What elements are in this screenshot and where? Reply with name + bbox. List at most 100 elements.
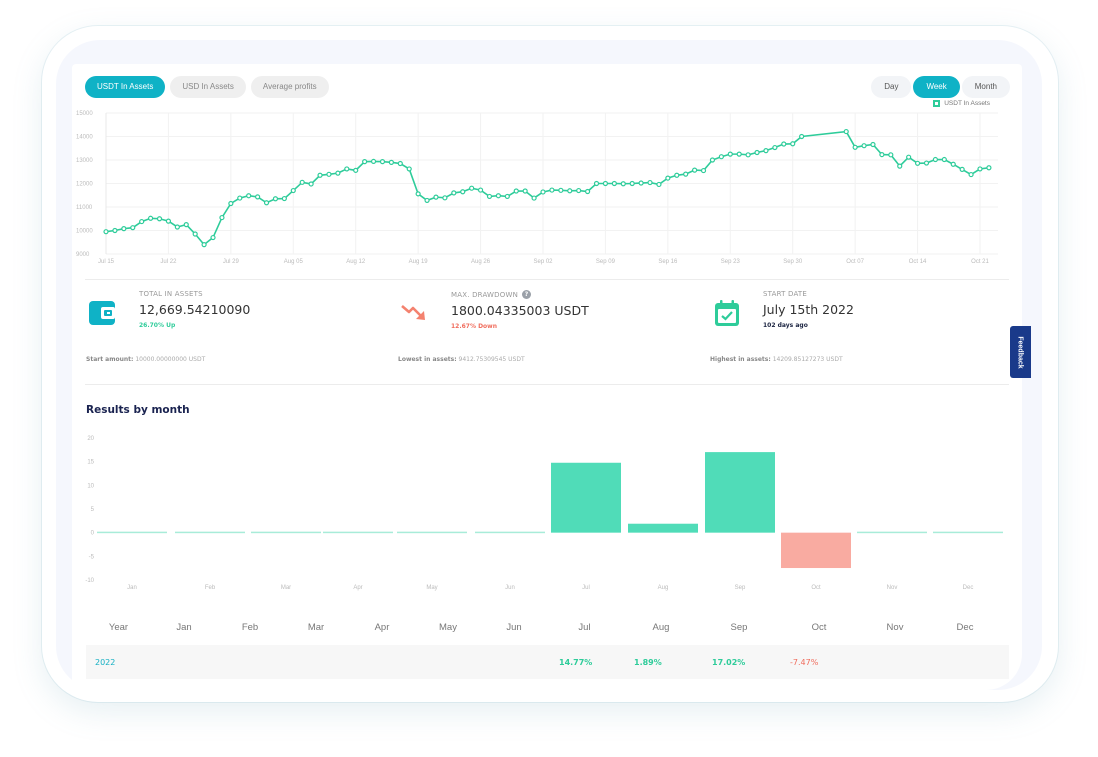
data-point[interactable] (379, 159, 386, 165)
data-point[interactable] (504, 193, 510, 200)
chart-legend[interactable]: USDT In Assets (933, 100, 990, 107)
data-point[interactable] (968, 171, 974, 178)
data-point[interactable] (959, 166, 965, 173)
data-point[interactable] (888, 152, 894, 158)
data-point[interactable] (513, 188, 519, 194)
data-point[interactable] (397, 160, 403, 167)
month-button[interactable]: Month (961, 76, 1010, 98)
data-point[interactable] (638, 180, 644, 186)
data-point[interactable] (861, 143, 867, 149)
data-point[interactable] (522, 188, 528, 194)
bar-aug[interactable] (628, 523, 698, 533)
data-point[interactable] (281, 195, 287, 202)
data-point[interactable] (709, 157, 716, 163)
data-point[interactable] (593, 180, 600, 187)
data-point[interactable] (611, 180, 617, 187)
data-point[interactable] (121, 226, 127, 232)
data-point[interactable] (879, 151, 885, 158)
data-point[interactable] (647, 179, 653, 186)
data-point[interactable] (656, 181, 662, 188)
data-point[interactable] (567, 188, 573, 194)
data-point[interactable] (299, 179, 305, 185)
data-point[interactable] (531, 195, 537, 201)
data-point[interactable] (272, 196, 279, 202)
bar-jan[interactable] (97, 531, 167, 534)
data-point[interactable] (263, 200, 270, 206)
data-point[interactable] (165, 218, 172, 224)
data-point[interactable] (576, 187, 582, 194)
data-point[interactable] (210, 234, 216, 241)
data-point[interactable] (353, 167, 359, 173)
week-button[interactable]: Week (913, 76, 960, 98)
data-point[interactable] (950, 161, 956, 167)
data-point[interactable] (620, 181, 626, 187)
data-point[interactable] (897, 163, 903, 169)
data-point[interactable] (549, 187, 555, 193)
data-point[interactable] (718, 154, 724, 160)
data-point[interactable] (130, 225, 136, 231)
data-point[interactable] (156, 216, 163, 222)
data-point[interactable] (451, 190, 457, 196)
data-point[interactable] (442, 195, 448, 201)
data-point[interactable] (736, 151, 742, 157)
data-point[interactable] (424, 197, 430, 204)
data-point[interactable] (674, 172, 680, 178)
data-point[interactable] (406, 166, 412, 172)
data-point[interactable] (941, 156, 947, 163)
day-button[interactable]: Day (871, 76, 912, 98)
data-point[interactable] (326, 171, 332, 177)
data-point[interactable] (192, 231, 198, 237)
data-point[interactable] (629, 180, 635, 187)
data-point[interactable] (103, 229, 109, 235)
year-cell[interactable]: 2022 (95, 657, 116, 667)
data-point[interactable] (112, 227, 118, 234)
data-point[interactable] (763, 147, 769, 154)
bar-oct[interactable] (781, 532, 851, 569)
data-point[interactable] (246, 193, 252, 199)
bar-jun[interactable] (475, 531, 545, 534)
feedback-button[interactable]: Feedback (1010, 326, 1031, 378)
data-point[interactable] (370, 158, 377, 165)
data-point[interactable] (923, 160, 930, 166)
data-point[interactable] (201, 242, 207, 248)
data-point[interactable] (486, 193, 493, 200)
data-point[interactable] (932, 156, 939, 163)
data-point[interactable] (692, 167, 698, 173)
bar-sep[interactable] (705, 452, 775, 533)
bar-feb[interactable] (175, 531, 245, 534)
data-point[interactable] (754, 149, 760, 156)
data-point[interactable] (727, 151, 733, 157)
data-point[interactable] (602, 180, 609, 187)
data-point[interactable] (335, 170, 341, 176)
data-point[interactable] (914, 160, 921, 166)
data-point[interactable] (388, 159, 394, 165)
data-point[interactable] (558, 187, 564, 193)
data-point[interactable] (415, 191, 421, 197)
data-point[interactable] (255, 194, 261, 200)
help-icon[interactable]: ? (522, 290, 532, 299)
data-point[interactable] (308, 181, 314, 187)
data-point[interactable] (344, 166, 350, 172)
data-point[interactable] (147, 215, 154, 221)
data-point[interactable] (781, 141, 787, 147)
data-point[interactable] (362, 159, 368, 165)
data-point[interactable] (219, 214, 225, 221)
data-point[interactable] (290, 187, 296, 194)
data-point[interactable] (852, 144, 858, 150)
usd-in-assets-tab[interactable]: USD In Assets (170, 76, 246, 98)
bar-nov[interactable] (857, 531, 927, 534)
data-point[interactable] (477, 187, 484, 193)
data-point[interactable] (183, 222, 189, 228)
data-point[interactable] (843, 128, 849, 135)
data-point[interactable] (237, 195, 243, 201)
data-point[interactable] (584, 188, 591, 195)
data-point[interactable] (745, 152, 751, 158)
data-point[interactable] (433, 194, 439, 200)
bar-dec[interactable] (933, 531, 1003, 534)
bar-mar[interactable] (251, 531, 321, 534)
data-point[interactable] (495, 193, 502, 199)
data-point[interactable] (790, 141, 796, 147)
usdt-in-assets-tab[interactable]: USDT In Assets (85, 76, 166, 98)
data-point[interactable] (317, 172, 323, 178)
bar-apr[interactable] (323, 531, 393, 534)
